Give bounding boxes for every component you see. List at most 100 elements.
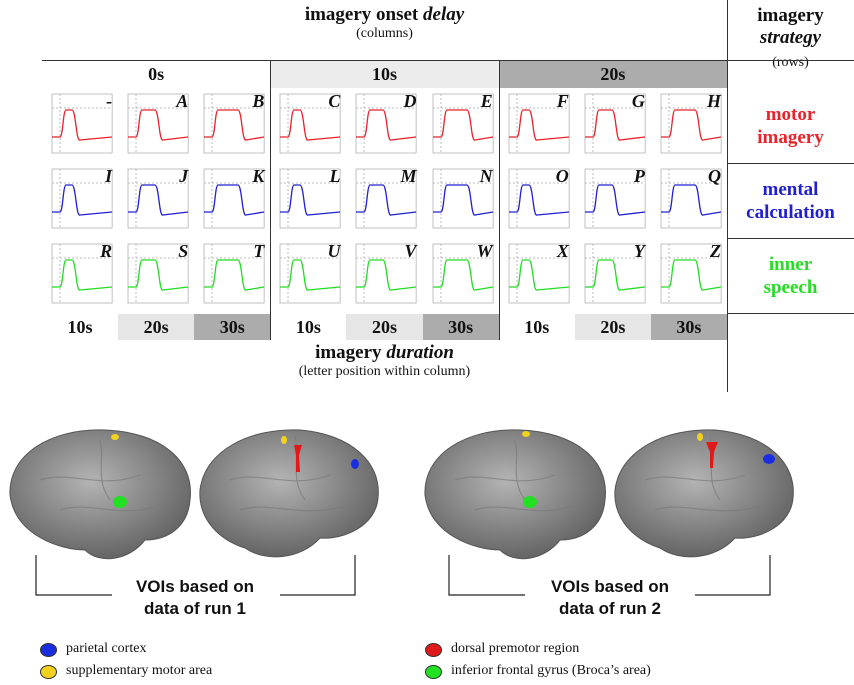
caption-line: VOIs based on bbox=[550, 577, 670, 596]
cell-letter: F bbox=[556, 91, 569, 111]
response-plot bbox=[660, 243, 722, 304]
rule bbox=[727, 238, 854, 239]
response-curve bbox=[432, 259, 493, 291]
footer-emphasis: duration bbox=[386, 342, 454, 363]
cell-letter: Z bbox=[709, 241, 721, 261]
strategy-line: inner bbox=[768, 253, 813, 275]
response-plot bbox=[660, 168, 722, 229]
response-curve bbox=[584, 259, 645, 291]
cell: N bbox=[423, 163, 499, 238]
cell: W bbox=[423, 238, 499, 313]
voi-blob bbox=[706, 442, 718, 468]
brain bbox=[614, 429, 794, 558]
response-plot bbox=[432, 93, 493, 154]
plot-frame bbox=[432, 168, 493, 229]
brain-panel bbox=[9, 429, 794, 596]
strategy-header: imagery strategy (rows) bbox=[727, 4, 854, 71]
response-curve bbox=[204, 109, 265, 141]
response-curve bbox=[660, 184, 722, 216]
response-plot bbox=[127, 243, 189, 304]
voi-blobs bbox=[111, 431, 775, 508]
cell: U bbox=[270, 238, 346, 313]
rule bbox=[727, 313, 854, 314]
legend-label: dorsal premotor region bbox=[451, 641, 580, 656]
voi-blob bbox=[113, 496, 127, 508]
response-plot bbox=[356, 168, 417, 229]
plot-frame bbox=[203, 168, 265, 229]
response-plot bbox=[584, 168, 646, 229]
cell: V bbox=[346, 238, 422, 313]
response-plot bbox=[432, 168, 493, 229]
bracket bbox=[448, 555, 771, 596]
plot-frame bbox=[51, 243, 113, 304]
response-plot bbox=[508, 93, 570, 154]
cell-letter: - bbox=[106, 91, 113, 111]
plot-frame bbox=[660, 243, 722, 304]
voi-blob bbox=[763, 454, 775, 464]
response-curve bbox=[508, 184, 569, 216]
response-curve bbox=[432, 109, 493, 141]
response-plot bbox=[584, 93, 646, 154]
footer-subtitle: (letter position within column) bbox=[298, 364, 471, 379]
legend-swatch bbox=[40, 643, 57, 657]
cell: S bbox=[118, 238, 194, 313]
strategy-line: mental bbox=[762, 178, 819, 200]
response-curve bbox=[52, 259, 113, 291]
cell-letter: A bbox=[176, 91, 189, 111]
cell-letter: G bbox=[631, 91, 645, 111]
cell: J bbox=[118, 163, 194, 238]
duration-label: 30s bbox=[650, 314, 727, 340]
strategy-line: speech bbox=[763, 276, 818, 298]
cell-letter: R bbox=[100, 241, 113, 261]
cell-letter: N bbox=[479, 166, 493, 186]
response-plot bbox=[51, 168, 113, 229]
caption-line: data of run 2 bbox=[558, 599, 661, 618]
response-curve bbox=[356, 184, 417, 216]
response-curve bbox=[356, 259, 417, 291]
duration-label: 30s bbox=[422, 314, 499, 340]
cell: Z bbox=[651, 238, 727, 313]
response-plot bbox=[356, 93, 417, 154]
response-curve bbox=[128, 184, 189, 216]
plot-frame bbox=[51, 93, 113, 154]
cell: P bbox=[575, 163, 651, 238]
cell: M bbox=[346, 163, 422, 238]
cell: F bbox=[499, 88, 575, 163]
response-plot bbox=[660, 93, 722, 154]
legend-label: inferior frontal gyrus (Broca’s area) bbox=[451, 663, 651, 678]
duration-label: 10s bbox=[498, 314, 575, 340]
response-curve bbox=[52, 184, 113, 216]
brain bbox=[9, 429, 191, 560]
plot-frame bbox=[432, 93, 493, 154]
delay-label: 20s bbox=[498, 61, 727, 88]
cell-letter: V bbox=[404, 241, 417, 261]
cell: B bbox=[194, 88, 270, 163]
response-plot bbox=[203, 243, 265, 304]
response-plot bbox=[280, 243, 341, 304]
response-curve bbox=[356, 109, 417, 141]
response-plot bbox=[203, 93, 265, 154]
response-curve bbox=[128, 259, 189, 291]
strategy-line: imagery bbox=[757, 126, 824, 148]
plot-frame bbox=[280, 168, 341, 229]
voi-blob bbox=[351, 459, 359, 469]
header-title: imagery onset bbox=[304, 4, 419, 25]
cell-letter: M bbox=[400, 166, 417, 186]
duration-label: 30s bbox=[194, 314, 271, 340]
response-curve bbox=[584, 109, 645, 141]
sulcus bbox=[644, 434, 766, 512]
duration-footer: imagery duration (letter position within… bbox=[42, 342, 727, 380]
response-curve bbox=[660, 109, 722, 141]
cell: G bbox=[575, 88, 651, 163]
strategy-label: inner speech bbox=[727, 238, 854, 313]
caption-line: VOIs based on bbox=[135, 577, 255, 596]
response-plot bbox=[203, 168, 265, 229]
rule bbox=[270, 61, 272, 340]
brain bbox=[199, 429, 379, 558]
cell-letter: L bbox=[329, 166, 341, 186]
strategy-emphasis: strategy bbox=[759, 27, 822, 48]
strategy-subtitle: (rows) bbox=[772, 55, 809, 70]
plot-frame bbox=[280, 243, 341, 304]
rule bbox=[498, 61, 500, 340]
legend-label: parietal cortex bbox=[66, 641, 147, 656]
